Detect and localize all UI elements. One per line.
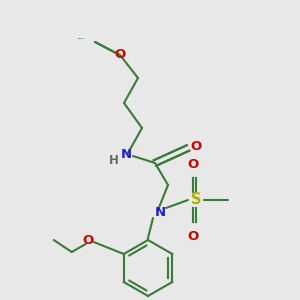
Text: N: N [154, 206, 166, 218]
Text: O: O [190, 140, 202, 152]
Text: H: H [109, 154, 119, 166]
Text: N: N [120, 148, 132, 160]
Text: O: O [82, 233, 93, 247]
Text: S: S [191, 193, 201, 208]
Text: O: O [114, 49, 126, 62]
Text: O: O [188, 230, 199, 242]
Text: O: O [188, 158, 199, 170]
Text: methoxy: methoxy [78, 38, 84, 39]
